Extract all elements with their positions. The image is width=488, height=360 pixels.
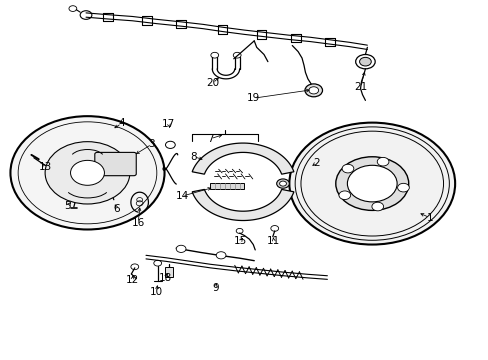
Circle shape: [397, 183, 408, 192]
Text: 19: 19: [246, 93, 259, 103]
Text: 12: 12: [125, 275, 139, 285]
Text: 11: 11: [266, 236, 280, 246]
Bar: [210, 183, 243, 189]
FancyBboxPatch shape: [95, 152, 136, 176]
Text: 15: 15: [233, 236, 247, 246]
Text: 13: 13: [39, 162, 52, 172]
Text: 16: 16: [131, 218, 144, 228]
Text: 20: 20: [206, 78, 219, 88]
Text: 5: 5: [64, 201, 71, 211]
Circle shape: [216, 252, 225, 259]
Circle shape: [346, 165, 396, 202]
Text: 3: 3: [148, 139, 155, 149]
Text: 17: 17: [162, 120, 175, 129]
Text: 9: 9: [211, 283, 218, 293]
Circle shape: [371, 202, 383, 211]
Circle shape: [10, 116, 164, 229]
Circle shape: [70, 160, 104, 185]
Text: 7: 7: [206, 134, 213, 144]
Bar: [164, 267, 172, 277]
Circle shape: [45, 142, 130, 204]
Text: 21: 21: [353, 82, 366, 93]
Circle shape: [305, 84, 322, 97]
Text: 1: 1: [426, 213, 432, 222]
Text: 18: 18: [159, 273, 172, 283]
Text: 10: 10: [150, 287, 163, 297]
Circle shape: [176, 245, 185, 252]
Circle shape: [335, 157, 408, 210]
Text: 2: 2: [313, 158, 319, 168]
Text: 8: 8: [190, 152, 197, 162]
Circle shape: [338, 191, 350, 199]
Circle shape: [308, 87, 318, 94]
Polygon shape: [192, 189, 293, 221]
Circle shape: [279, 181, 286, 186]
Text: 4: 4: [118, 118, 124, 128]
Circle shape: [289, 123, 454, 244]
Text: 14: 14: [175, 191, 188, 201]
Circle shape: [342, 164, 353, 173]
Polygon shape: [192, 143, 293, 174]
Circle shape: [276, 179, 289, 188]
Circle shape: [359, 57, 370, 66]
Text: 6: 6: [113, 204, 120, 214]
Circle shape: [376, 157, 388, 166]
